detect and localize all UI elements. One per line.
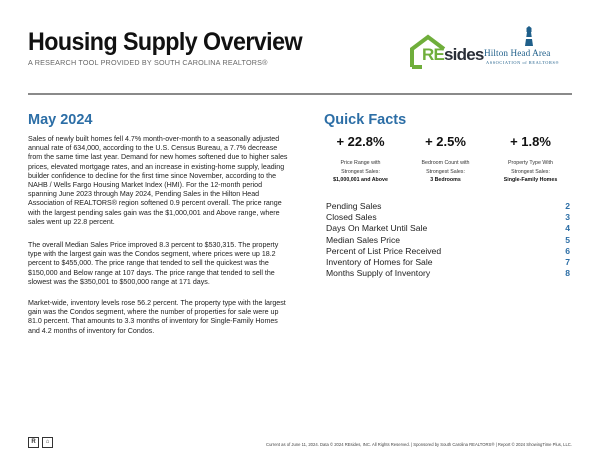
hilton-head-association: ASSOCIATION of REALTORS® <box>486 60 560 65</box>
stat-sub: $1,000,001 and Above <box>333 177 388 184</box>
toc-item-closed-sales[interactable]: Closed Sales 3 <box>326 212 570 223</box>
quick-facts-stats: + 22.8% Price Range with Strongest Sales:… <box>318 134 574 185</box>
month-heading: May 2024 <box>28 112 93 128</box>
footer-text: Current as of June 11, 2024. Data © 2024… <box>266 442 572 447</box>
stat-value: + 2.5% <box>425 134 466 149</box>
hilton-head-logo: Hilton Head Area ASSOCIATION of REALTORS… <box>484 26 574 70</box>
stat-property-type: + 1.8% Property Type With Strongest Sales… <box>488 134 573 185</box>
stat-price-range: + 22.8% Price Range with Strongest Sales:… <box>318 134 403 185</box>
lighthouse-icon <box>525 26 533 46</box>
hilton-head-wordmark: Hilton Head Area <box>484 48 551 58</box>
stat-sub: 3 Bedrooms <box>430 177 461 184</box>
toc-item-percent-list-price[interactable]: Percent of List Price Received 6 <box>326 245 570 256</box>
equal-housing-icon: ⌂ <box>42 437 53 448</box>
summary-paragraph-2: The overall Median Sales Price improved … <box>28 241 279 286</box>
stat-label: Price Range with Strongest Sales: <box>340 160 381 175</box>
toc-item-median-sales-price[interactable]: Median Sales Price 5 <box>326 234 570 245</box>
toc-item-pending-sales[interactable]: Pending Sales 2 <box>326 201 570 211</box>
resides-logo: REsides <box>408 33 484 69</box>
stat-sub: Single-Family Homes <box>503 177 558 184</box>
stat-label: Bedroom Count with Strongest Sales: <box>421 160 470 175</box>
page-subtitle: A RESEARCH TOOL PROVIDED BY SOUTH CAROLI… <box>28 58 268 67</box>
toc-item-days-on-market[interactable]: Days On Market Until Sale 4 <box>326 223 570 234</box>
resides-wordmark: REsides <box>422 45 484 64</box>
summary-paragraph-3: Market-wide, inventory levels rose 56.2 … <box>28 299 286 335</box>
quick-facts-heading: Quick Facts <box>324 112 407 128</box>
table-of-contents: Pending Sales 2 Closed Sales 3 Days On Mar… <box>326 201 570 279</box>
stat-value: + 1.8% <box>510 134 551 149</box>
page-title: Housing Supply Overview <box>28 28 303 56</box>
summary-paragraph-1: Sales of newly built homes fell 4.7% mon… <box>28 135 288 226</box>
stat-bedroom-count: + 2.5% Bedroom Count with Strongest Sales… <box>403 134 488 185</box>
stat-label: Property Type With Strongest Sales: <box>508 160 553 175</box>
resides-house-icon <box>410 34 446 69</box>
toc-item-months-supply[interactable]: Months Supply of Inventory 8 <box>326 268 570 279</box>
realtor-icon: R <box>28 437 39 448</box>
footer-icons: R ⌂ <box>28 437 53 448</box>
toc-item-inventory[interactable]: Inventory of Homes for Sale 7 <box>326 256 570 267</box>
stat-value: + 22.8% <box>336 134 385 149</box>
header-divider <box>28 93 572 95</box>
